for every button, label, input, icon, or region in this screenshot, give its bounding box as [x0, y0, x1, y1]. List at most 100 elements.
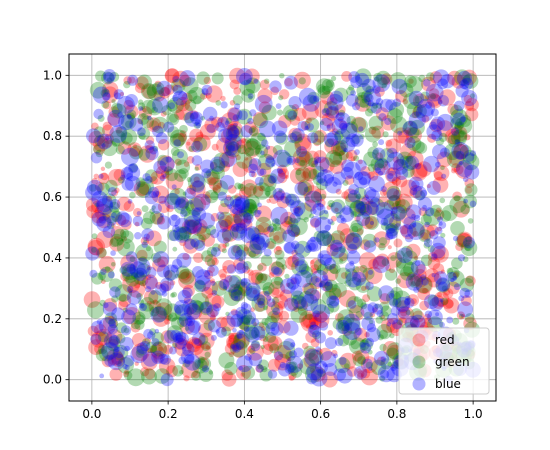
data-point — [157, 216, 166, 225]
data-point — [177, 226, 192, 241]
data-point — [322, 265, 339, 282]
data-point — [182, 253, 190, 261]
data-point — [381, 318, 396, 333]
data-point — [102, 101, 112, 110]
data-point — [319, 278, 333, 292]
data-point — [384, 117, 392, 126]
data-point — [192, 300, 205, 313]
data-point — [382, 164, 389, 171]
data-point — [262, 242, 268, 248]
legend-label-red: red — [435, 333, 455, 347]
data-point — [209, 115, 214, 121]
data-point — [287, 255, 300, 268]
data-point — [243, 183, 257, 196]
data-point — [297, 178, 315, 196]
data-point — [96, 195, 113, 213]
data-point — [423, 208, 441, 226]
data-point — [183, 375, 190, 382]
data-point — [393, 127, 409, 144]
data-point — [364, 187, 377, 200]
data-point — [170, 78, 186, 94]
data-point — [199, 301, 214, 316]
data-point — [298, 263, 310, 275]
data-point — [368, 258, 379, 270]
data-point — [140, 83, 158, 100]
data-point — [268, 175, 277, 184]
data-point — [320, 279, 329, 289]
data-point — [90, 331, 108, 348]
data-point — [363, 194, 369, 200]
data-point — [94, 202, 100, 208]
data-point — [377, 77, 388, 88]
data-point — [236, 365, 251, 380]
data-point — [182, 284, 195, 297]
data-point — [234, 334, 240, 341]
data-point — [130, 319, 141, 330]
data-point — [353, 197, 371, 216]
data-point — [404, 137, 416, 149]
data-point — [403, 92, 420, 110]
data-point — [315, 277, 320, 283]
data-point — [451, 163, 461, 173]
data-point — [151, 116, 169, 134]
data-point — [201, 250, 213, 263]
data-point — [327, 330, 334, 336]
data-point — [334, 130, 344, 141]
data-point — [367, 100, 374, 107]
data-point — [134, 221, 140, 227]
data-point — [461, 69, 477, 86]
data-point — [257, 132, 266, 142]
data-point — [240, 278, 248, 286]
data-point — [157, 200, 171, 213]
data-point — [459, 79, 469, 90]
data-point — [186, 338, 205, 356]
data-point — [151, 338, 160, 347]
data-point — [228, 123, 236, 132]
data-point — [406, 150, 424, 168]
data-point — [356, 212, 371, 226]
data-point — [215, 329, 220, 334]
data-point — [452, 235, 459, 242]
data-point — [179, 239, 187, 247]
data-point — [164, 318, 171, 325]
data-point — [222, 265, 228, 271]
data-point — [349, 222, 364, 238]
data-point — [230, 344, 235, 349]
data-point — [117, 357, 134, 374]
data-point — [192, 207, 207, 222]
data-point — [173, 199, 189, 215]
data-point — [244, 68, 260, 85]
data-point — [293, 243, 305, 255]
data-point — [330, 140, 347, 157]
data-point — [294, 136, 312, 154]
data-point — [373, 231, 391, 249]
data-point — [386, 317, 402, 334]
data-point — [399, 82, 414, 98]
data-point — [317, 85, 331, 99]
data-point — [423, 79, 431, 87]
data-point — [127, 112, 135, 121]
data-point — [427, 272, 442, 288]
data-point — [375, 102, 383, 109]
data-point — [326, 244, 339, 257]
data-point — [98, 331, 109, 343]
data-point — [370, 359, 387, 375]
data-point — [279, 73, 285, 79]
data-point — [179, 124, 188, 134]
data-point — [279, 89, 290, 100]
data-point — [144, 191, 159, 205]
data-point — [284, 75, 298, 90]
data-point — [196, 71, 210, 85]
data-point — [92, 86, 110, 104]
data-point — [372, 85, 381, 94]
data-point — [239, 72, 252, 86]
data-point — [291, 104, 300, 112]
data-point — [221, 128, 238, 145]
data-point — [162, 173, 167, 178]
data-point — [434, 226, 443, 235]
data-point — [267, 369, 278, 379]
data-point — [314, 156, 330, 172]
data-point — [314, 332, 326, 344]
data-point — [382, 181, 400, 199]
data-point — [414, 162, 422, 170]
